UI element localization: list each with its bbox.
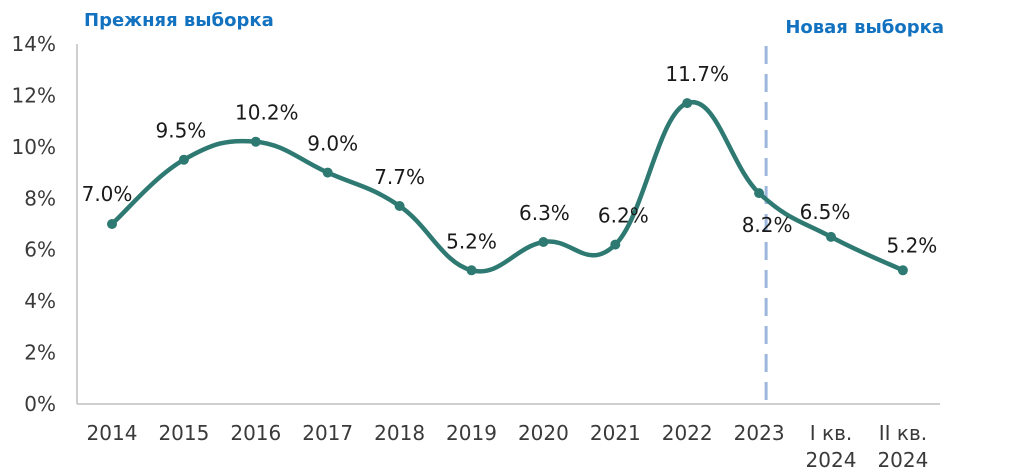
y-tick-label: 4% [24, 289, 56, 313]
x-tick-label: 2015 [158, 421, 209, 445]
data-point [754, 188, 765, 199]
data-points [107, 98, 908, 276]
data-point [178, 154, 189, 165]
y-tick-label: 2% [24, 341, 56, 365]
data-point [538, 237, 549, 247]
data-point [826, 231, 836, 242]
x-tick-label: 2017 [302, 421, 353, 445]
x-tick-label: 2021 [590, 421, 641, 445]
y-tick-label: 0% [24, 392, 56, 416]
data-label: 5.2% [886, 233, 937, 257]
x-tick-label: 2016 [230, 421, 281, 445]
x-tick-label: 2014 [87, 421, 138, 445]
x-tick-label: 2018 [374, 421, 425, 445]
x-tick-label: 2020 [518, 421, 569, 445]
data-label: 11.7% [665, 62, 729, 86]
x-tick-label: 2019 [446, 421, 497, 445]
data-label: 6.5% [800, 200, 851, 224]
data-label: 6.2% [598, 204, 649, 228]
data-point [610, 239, 621, 250]
right-caption: Новая выборка [785, 17, 944, 38]
data-point [897, 265, 908, 276]
data-point [466, 265, 477, 276]
y-tick-label: 8% [24, 186, 56, 210]
y-tick-label: 6% [24, 238, 56, 262]
data-point [682, 98, 693, 109]
y-tick-label: 14% [12, 32, 56, 56]
x-tick-label: I кв. 2024 [806, 421, 857, 472]
left-caption: Прежняя выборка [84, 10, 274, 31]
y-tick-label: 12% [12, 83, 56, 107]
data-point [394, 201, 405, 211]
y-axis: 0% 2% 4% 6% 8% 10% 12% 14% [12, 32, 78, 416]
data-label: 5.2% [446, 229, 497, 253]
data-label: 6.3% [519, 201, 570, 225]
y-tick-label: 10% [12, 135, 56, 159]
data-label: 10.2% [235, 101, 299, 125]
x-tick-label: II кв. 2024 [877, 421, 928, 472]
data-point [250, 136, 261, 147]
data-label: 7.0% [82, 182, 133, 206]
data-labels: 7.0% 9.5% 10.2% 9.0% 7.7% 5.2% 6.3% 6.2% 11.7% 8.… [82, 62, 938, 257]
series-line [109, 99, 906, 274]
x-tick-label: 2022 [662, 421, 713, 445]
data-label: 8.2% [742, 213, 793, 237]
data-label: 7.7% [374, 165, 425, 189]
data-label: 9.0% [307, 132, 358, 156]
x-tick-label: 2023 [734, 421, 785, 445]
data-label: 9.5% [155, 119, 206, 143]
data-point [322, 167, 333, 178]
x-axis: 2014 2015 2016 2017 2018 2019 2020 2021 2022 2023… [77, 403, 940, 472]
data-point [107, 219, 117, 229]
